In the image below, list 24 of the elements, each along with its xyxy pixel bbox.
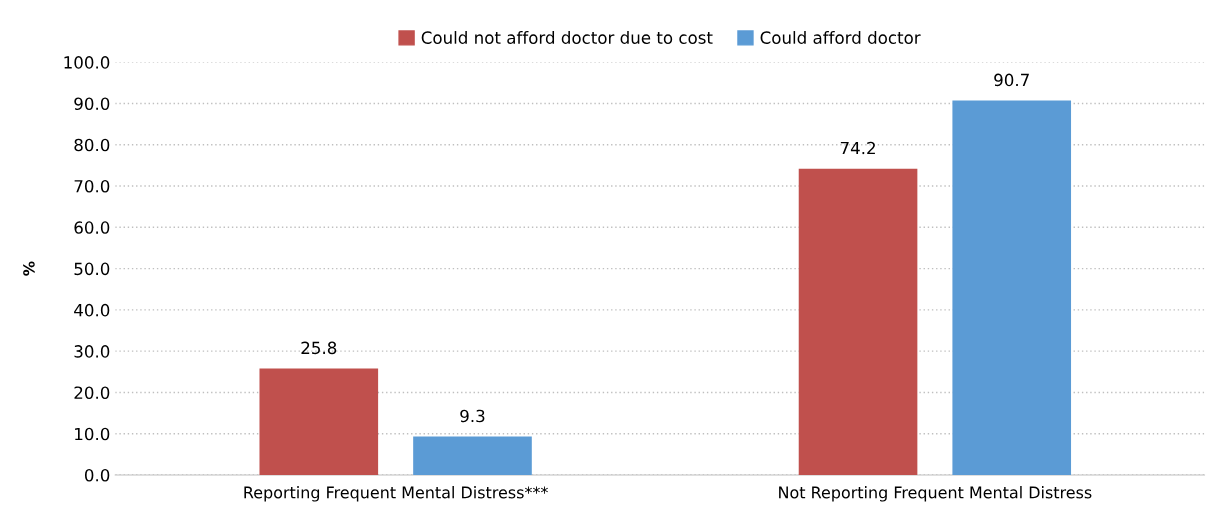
y-tick-label: 90.0: [74, 97, 110, 111]
data-label: 90.7: [994, 73, 1029, 87]
x-tick-label: Not Reporting Frequent Mental Distress: [779, 486, 1092, 502]
data-label: 74.2: [840, 141, 875, 155]
bar: [413, 436, 532, 476]
legend-label: Could not afford doctor due to cost: [421, 31, 713, 44]
y-tick-label: 40.0: [74, 303, 110, 317]
y-tick-label: 100.0: [64, 56, 110, 69]
data-label: 9.3: [460, 409, 485, 423]
y-axis-title: %: [23, 261, 35, 276]
bar: [259, 368, 379, 476]
bar: [798, 168, 918, 476]
data-label: 25.8: [301, 341, 337, 355]
bar: [952, 100, 1072, 476]
x-tick-label: Reporting Frequent Mental Distress***: [244, 486, 548, 502]
y-tick-label: 30.0: [74, 345, 110, 358]
y-tick-label: 60.0: [74, 221, 110, 234]
y-tick-label: 0.0: [84, 468, 110, 482]
y-tick-label: 70.0: [74, 179, 110, 193]
y-tick-label: 20.0: [74, 386, 110, 400]
y-tick-label: 80.0: [74, 138, 110, 152]
legend-label: Could afford doctor: [760, 31, 921, 44]
y-tick-label: 10.0: [75, 427, 110, 441]
y-tick-label: 50.0: [74, 262, 110, 276]
